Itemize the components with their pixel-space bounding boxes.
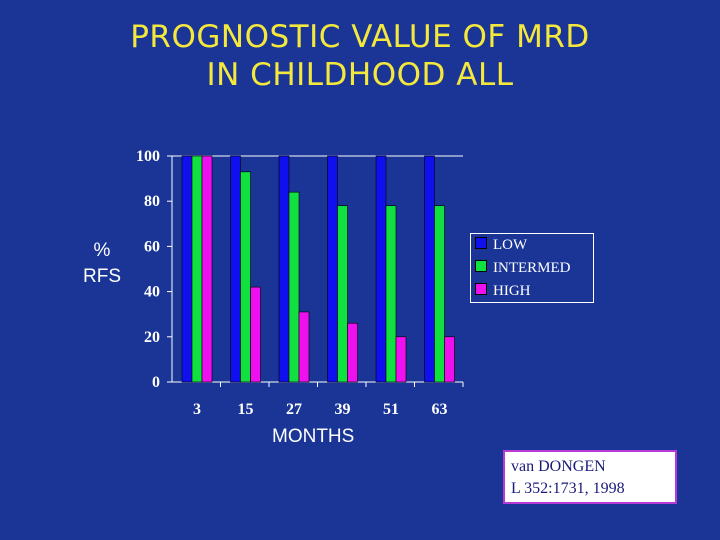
x-tick-label: 3	[193, 401, 201, 418]
bar-low-39	[327, 155, 338, 383]
citation-line-1: van DONGEN	[511, 458, 606, 475]
legend-swatch-high	[475, 283, 487, 295]
title-line-1: PROGNOSTIC VALUE OF MRD	[130, 19, 590, 55]
bar-low-63	[424, 155, 435, 383]
bar-intermed-3	[191, 155, 203, 383]
y-tick-label: 60	[144, 238, 160, 255]
citation-line-2: L 352:1731, 1998	[511, 480, 625, 497]
x-tick-label: 51	[383, 401, 399, 418]
x-tick-label: 63	[432, 401, 448, 418]
y-axis-label-line-1: %	[93, 240, 111, 261]
legend-swatch-low	[475, 237, 487, 249]
citation-box: van DONGEN L 352:1731, 1998	[503, 450, 677, 504]
y-tick-label: 100	[136, 148, 160, 165]
x-axis-label: MONTHS	[272, 426, 355, 447]
x-tick-label: 27	[286, 401, 302, 418]
bar-high-63	[444, 336, 455, 383]
y-tick-label: 0	[152, 374, 160, 391]
bar-high-3	[201, 155, 213, 383]
bar-high-15	[250, 286, 261, 383]
slide-title: PROGNOSTIC VALUE OF MRD IN CHILDHOOD ALL	[60, 18, 660, 94]
legend-item-intermed: INTERMED	[475, 260, 571, 280]
chart-legend: LOW INTERMED HIGH	[470, 233, 594, 303]
legend-label-intermed: INTERMED	[493, 260, 571, 276]
bar-intermed-39	[337, 205, 348, 383]
bar-high-27	[298, 311, 310, 383]
bar-low-15	[230, 155, 241, 383]
legend-item-low: LOW	[475, 237, 527, 257]
title-line-2: IN CHILDHOOD ALL	[206, 57, 514, 93]
y-tick-label: 20	[144, 329, 160, 346]
legend-label-low: LOW	[493, 237, 528, 253]
bar-intermed-51	[385, 205, 397, 383]
bar-high-39	[347, 322, 358, 383]
y-axis-label: % RFS	[74, 238, 130, 290]
bar-low-51	[375, 155, 387, 383]
bar-intermed-63	[434, 205, 445, 383]
bar-low-27	[278, 155, 290, 383]
bar-high-51	[395, 336, 407, 383]
legend-item-high: HIGH	[475, 283, 531, 297]
bar-intermed-27	[288, 191, 300, 383]
bar-low-3	[181, 155, 193, 383]
x-tick-label: 15	[238, 401, 254, 418]
x-tick-label: 39	[335, 401, 351, 418]
legend-swatch-intermed	[475, 260, 487, 272]
y-tick-label: 80	[144, 193, 160, 210]
y-axis-label-line-2: RFS	[83, 266, 121, 287]
y-tick-label: 40	[144, 284, 160, 301]
bar-intermed-15	[240, 171, 251, 383]
legend-label-high: HIGH	[493, 283, 531, 297]
